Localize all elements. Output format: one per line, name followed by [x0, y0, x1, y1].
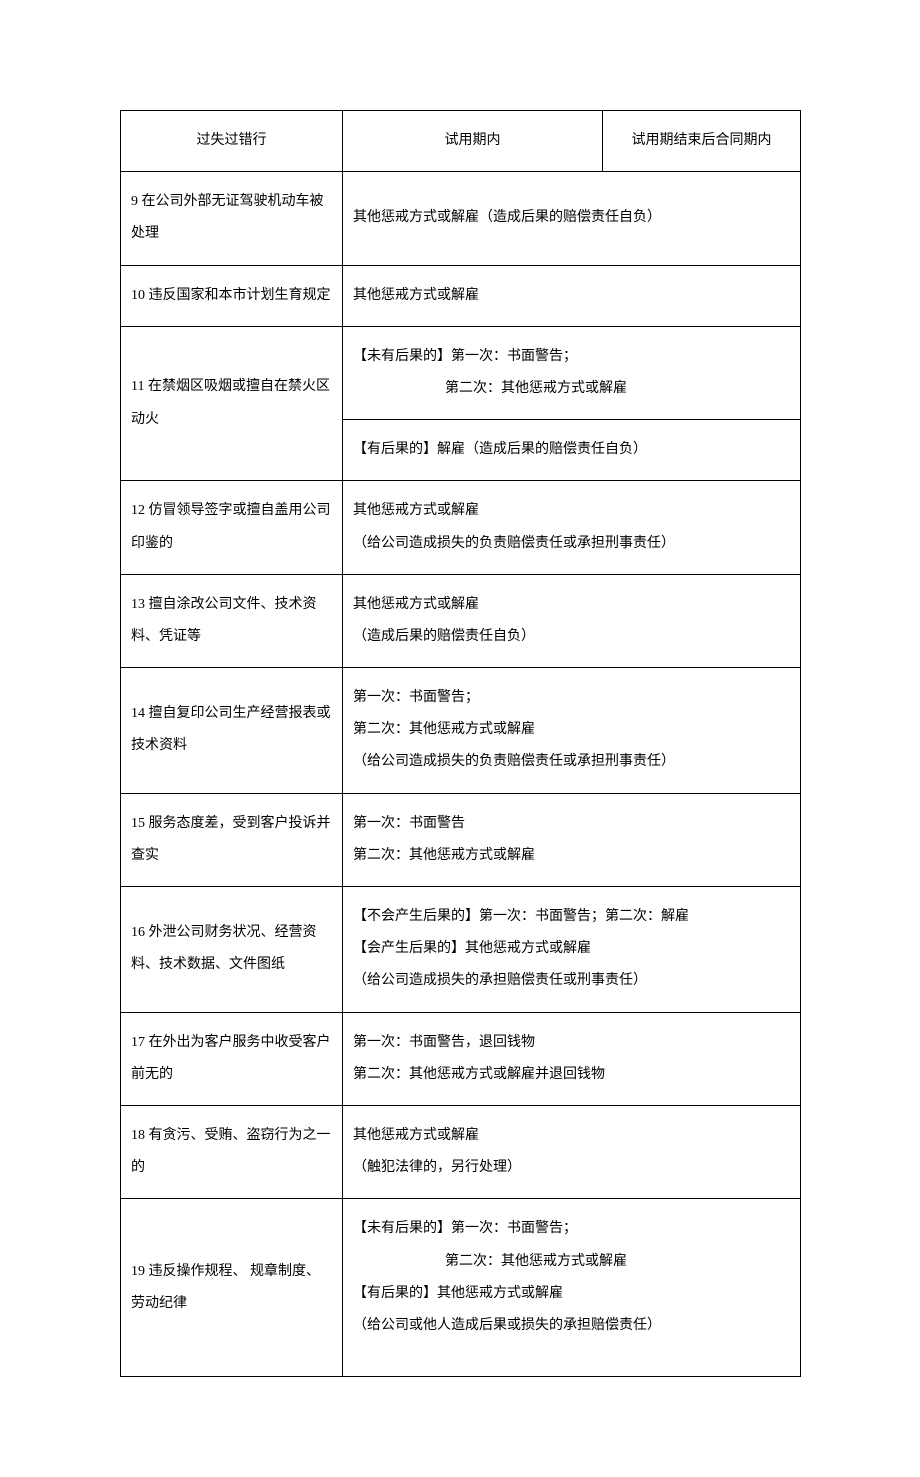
- row19-right-line3: 【有后果的】其他惩戒方式或解雇: [353, 1286, 563, 1301]
- row11-right-a: 【未有后果的】第一次：书面警告； 第二次：其他惩戒方式或解雇: [343, 326, 801, 419]
- row11-right-a-line2: 第二次：其他惩戒方式或解雇: [353, 373, 627, 405]
- row11-right-a-line1: 【未有后果的】第一次：书面警告；: [353, 349, 577, 364]
- row13-right: 其他惩戒方式或解雇 （造成后果的赔偿责任自负）: [343, 574, 801, 667]
- row15-right-line2: 第二次：其他惩戒方式或解雇: [353, 848, 535, 863]
- table-row: 14 擅自复印公司生产经营报表或技术资料 第一次：书面警告； 第二次：其他惩戒方…: [121, 668, 801, 794]
- row18-left: 18 有贪污、受贿、盗窃行为之一的: [121, 1105, 343, 1198]
- row16-right-line2: 【会产生后果的】其他惩戒方式或解雇: [353, 941, 591, 956]
- row11-right-b: 【有后果的】解雇（造成后果的赔偿责任自负）: [343, 420, 801, 481]
- row14-right-line2: 第二次：其他惩戒方式或解雇: [353, 722, 535, 737]
- row12-left: 12 仿冒领导签字或擅自盖用公司印鉴的: [121, 481, 343, 574]
- row19-right-line2: 第二次：其他惩戒方式或解雇: [353, 1246, 627, 1278]
- header-col3: 试用期结束后合同期内: [603, 111, 801, 172]
- row19-right-line1: 【未有后果的】第一次：书面警告；: [353, 1221, 577, 1236]
- table-row: 9 在公司外部无证驾驶机动车被处理 其他惩戒方式或解雇（造成后果的赔偿责任自负）: [121, 172, 801, 265]
- row16-right-line3: （给公司造成损失的承担赔偿责任或刑事责任）: [353, 973, 647, 988]
- row15-right-line1: 第一次：书面警告: [353, 816, 465, 831]
- table-row: 15 服务态度差，受到客户投诉并查实 第一次：书面警告 第二次：其他惩戒方式或解…: [121, 793, 801, 886]
- header-col2: 试用期内: [343, 111, 603, 172]
- table-row: 12 仿冒领导签字或擅自盖用公司印鉴的 其他惩戒方式或解雇 （给公司造成损失的负…: [121, 481, 801, 574]
- table-row: 17 在外出为客户服务中收受客户前无的 第一次：书面警告，退回钱物 第二次：其他…: [121, 1012, 801, 1105]
- table-row: 13 擅自涂改公司文件、技术资料、凭证等 其他惩戒方式或解雇 （造成后果的赔偿责…: [121, 574, 801, 667]
- row19-right: 【未有后果的】第一次：书面警告； 第二次：其他惩戒方式或解雇 【有后果的】其他惩…: [343, 1199, 801, 1377]
- header-col1: 过失过错行: [121, 111, 343, 172]
- row18-right-line2: （触犯法律的，另行处理）: [353, 1160, 521, 1175]
- row17-right: 第一次：书面警告，退回钱物 第二次：其他惩戒方式或解雇并退回钱物: [343, 1012, 801, 1105]
- row13-right-line2: （造成后果的赔偿责任自负）: [353, 629, 535, 644]
- table-row: 11 在禁烟区吸烟或擅自在禁火区动火 【未有后果的】第一次：书面警告； 第二次：…: [121, 326, 801, 419]
- row9-right: 其他惩戒方式或解雇（造成后果的赔偿责任自负）: [343, 172, 801, 265]
- row19-left: 19 违反操作规程、 规章制度、劳动纪律: [121, 1199, 343, 1377]
- table-header-row: 过失过错行 试用期内 试用期结束后合同期内: [121, 111, 801, 172]
- row15-right: 第一次：书面警告 第二次：其他惩戒方式或解雇: [343, 793, 801, 886]
- row13-right-line1: 其他惩戒方式或解雇: [353, 597, 479, 612]
- row16-right-line1: 【不会产生后果的】第一次：书面警告；第二次：解雇: [353, 909, 689, 924]
- row18-right-line1: 其他惩戒方式或解雇: [353, 1128, 479, 1143]
- row14-right-line1: 第一次：书面警告；: [353, 690, 479, 705]
- row19-right-line4: （给公司或他人造成后果或损失的承担赔偿责任）: [353, 1318, 661, 1333]
- table-row: 10 违反国家和本市计划生育规定 其他惩戒方式或解雇: [121, 265, 801, 326]
- row16-right: 【不会产生后果的】第一次：书面警告；第二次：解雇 【会产生后果的】其他惩戒方式或…: [343, 887, 801, 1013]
- row17-left: 17 在外出为客户服务中收受客户前无的: [121, 1012, 343, 1105]
- row17-right-line1: 第一次：书面警告，退回钱物: [353, 1035, 535, 1050]
- table-row: 18 有贪污、受贿、盗窃行为之一的 其他惩戒方式或解雇 （触犯法律的，另行处理）: [121, 1105, 801, 1198]
- table-row: 16 外泄公司财务状况、经营资料、技术数据、文件图纸 【不会产生后果的】第一次：…: [121, 887, 801, 1013]
- row11-left: 11 在禁烟区吸烟或擅自在禁火区动火: [121, 326, 343, 481]
- row14-left: 14 擅自复印公司生产经营报表或技术资料: [121, 668, 343, 794]
- row12-right: 其他惩戒方式或解雇 （给公司造成损失的负责赔偿责任或承担刑事责任）: [343, 481, 801, 574]
- row9-left: 9 在公司外部无证驾驶机动车被处理: [121, 172, 343, 265]
- discipline-table: 过失过错行 试用期内 试用期结束后合同期内 9 在公司外部无证驾驶机动车被处理 …: [120, 110, 801, 1377]
- row15-left: 15 服务态度差，受到客户投诉并查实: [121, 793, 343, 886]
- row14-right: 第一次：书面警告； 第二次：其他惩戒方式或解雇 （给公司造成损失的负责赔偿责任或…: [343, 668, 801, 794]
- row14-right-line3: （给公司造成损失的负责赔偿责任或承担刑事责任）: [353, 754, 675, 769]
- discipline-table-container: 过失过错行 试用期内 试用期结束后合同期内 9 在公司外部无证驾驶机动车被处理 …: [120, 110, 800, 1377]
- row10-right: 其他惩戒方式或解雇: [343, 265, 801, 326]
- row10-left: 10 违反国家和本市计划生育规定: [121, 265, 343, 326]
- row18-right: 其他惩戒方式或解雇 （触犯法律的，另行处理）: [343, 1105, 801, 1198]
- row17-right-line2: 第二次：其他惩戒方式或解雇并退回钱物: [353, 1067, 605, 1082]
- row12-right-line2: （给公司造成损失的负责赔偿责任或承担刑事责任）: [353, 536, 675, 551]
- row12-right-line1: 其他惩戒方式或解雇: [353, 503, 479, 518]
- table-row: 19 违反操作规程、 规章制度、劳动纪律 【未有后果的】第一次：书面警告； 第二…: [121, 1199, 801, 1377]
- row16-left: 16 外泄公司财务状况、经营资料、技术数据、文件图纸: [121, 887, 343, 1013]
- row13-left: 13 擅自涂改公司文件、技术资料、凭证等: [121, 574, 343, 667]
